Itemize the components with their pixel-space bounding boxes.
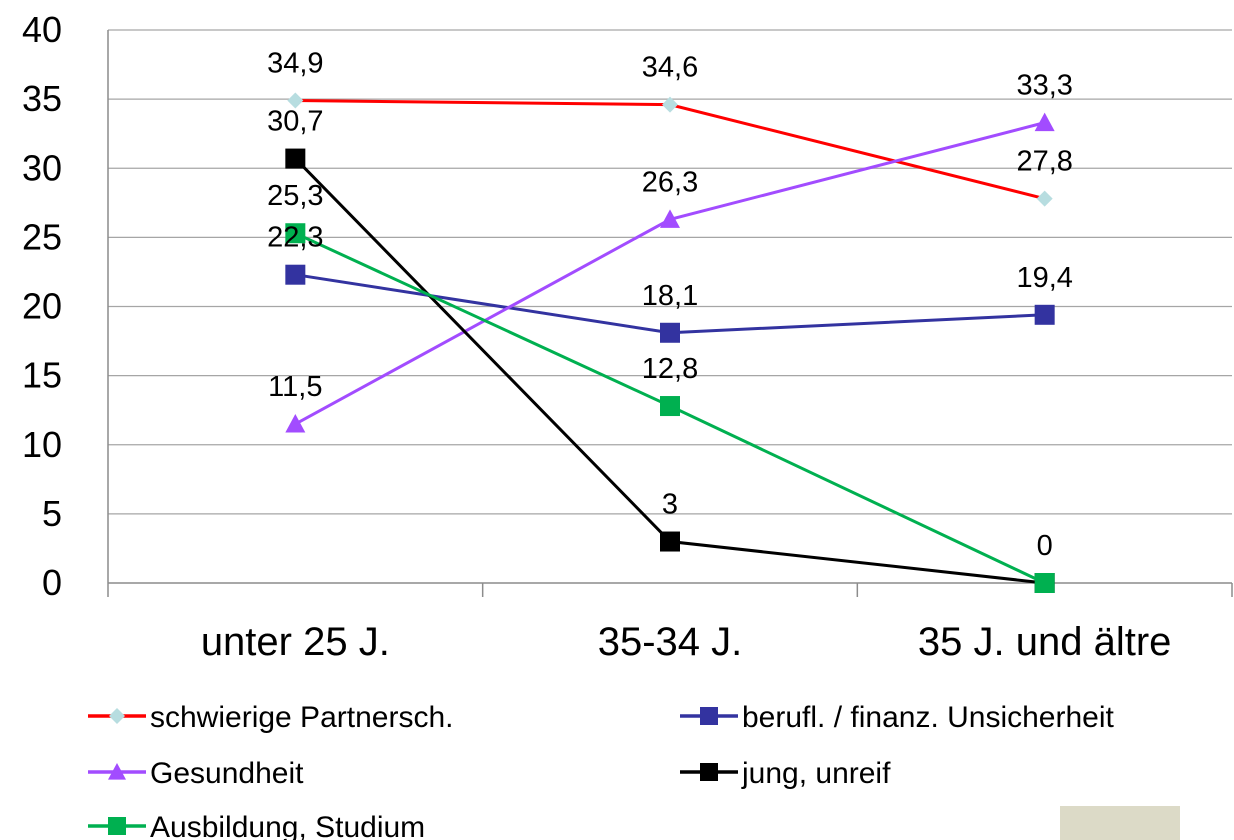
legend-label: jung, unreif bbox=[741, 757, 891, 790]
data-point-marker bbox=[109, 708, 125, 724]
data-point-marker bbox=[1034, 112, 1055, 132]
y-tick-label: 10 bbox=[22, 424, 62, 465]
legend-label: Gesundheit bbox=[150, 757, 304, 790]
data-label: 30,7 bbox=[267, 106, 323, 138]
legend-entry: Gesundheit bbox=[88, 757, 304, 790]
data-point-marker bbox=[1034, 304, 1055, 325]
data-point-marker bbox=[700, 707, 718, 725]
y-tick-label: 30 bbox=[22, 147, 62, 188]
data-label: 27,8 bbox=[1016, 146, 1072, 178]
data-label: 34,6 bbox=[642, 52, 698, 84]
y-tick-label: 35 bbox=[22, 78, 62, 119]
legend-label: berufl. / finanz. Unsicherheit bbox=[742, 701, 1115, 734]
legend-entry: jung, unreif bbox=[680, 757, 891, 790]
data-label: 34,9 bbox=[267, 48, 323, 80]
data-label: 26,3 bbox=[642, 166, 698, 198]
legend-label: schwierige Partnersch. bbox=[150, 701, 453, 734]
data-label: 22,3 bbox=[267, 222, 323, 254]
y-tick-label: 5 bbox=[42, 493, 62, 534]
x-category-label: 35 J. und ältre bbox=[918, 620, 1172, 664]
data-point-marker bbox=[1036, 190, 1053, 207]
y-tick-label: 25 bbox=[22, 216, 62, 257]
y-tick-label: 15 bbox=[22, 355, 62, 396]
y-tick-label: 20 bbox=[22, 286, 62, 327]
data-point-marker bbox=[108, 763, 126, 780]
data-point-marker bbox=[660, 322, 680, 343]
data-point-marker bbox=[1034, 573, 1055, 593]
data-label: 0 bbox=[1037, 530, 1053, 562]
data-labels: 34,9 34,6 27,8 22,3 18,1 19,4 11,5 26,3 33,3 30,7… bbox=[267, 48, 1073, 562]
data-point-marker bbox=[285, 148, 306, 169]
data-point-marker bbox=[285, 414, 306, 433]
legend-label: Ausbildung, Studium bbox=[150, 811, 425, 840]
data-label: 33,3 bbox=[1016, 70, 1072, 102]
data-label: 12,8 bbox=[642, 353, 698, 385]
y-tick-label: 0 bbox=[42, 562, 62, 603]
data-point-marker bbox=[660, 396, 680, 417]
y-tick-label: 40 bbox=[22, 9, 62, 50]
data-label: 11,5 bbox=[268, 371, 322, 403]
data-label: 3 bbox=[662, 489, 678, 521]
legend-entry: berufl. / finanz. Unsicherheit bbox=[680, 701, 1115, 734]
data-point-marker bbox=[287, 92, 304, 109]
legend-entry: Ausbildung, Studium bbox=[88, 811, 425, 840]
legend: schwierige Partnersch. berufl. / finanz. … bbox=[88, 701, 1115, 840]
series-lines bbox=[285, 92, 1055, 593]
data-point-marker bbox=[285, 264, 306, 285]
data-point-marker bbox=[285, 223, 306, 244]
x-category-label: 35-34 J. bbox=[598, 620, 743, 664]
data-point-marker bbox=[700, 763, 718, 781]
x-category-label: unter 25 J. bbox=[201, 620, 390, 664]
data-point-marker bbox=[660, 531, 680, 552]
corner-decoration bbox=[1060, 806, 1180, 840]
data-point-marker bbox=[662, 96, 678, 113]
data-label: 19,4 bbox=[1016, 262, 1072, 294]
data-point-marker bbox=[108, 817, 126, 835]
data-label: 18,1 bbox=[642, 280, 698, 312]
data-point-marker bbox=[660, 209, 680, 228]
legend-entry: schwierige Partnersch. bbox=[88, 701, 453, 734]
data-label: 25,3 bbox=[267, 180, 323, 212]
